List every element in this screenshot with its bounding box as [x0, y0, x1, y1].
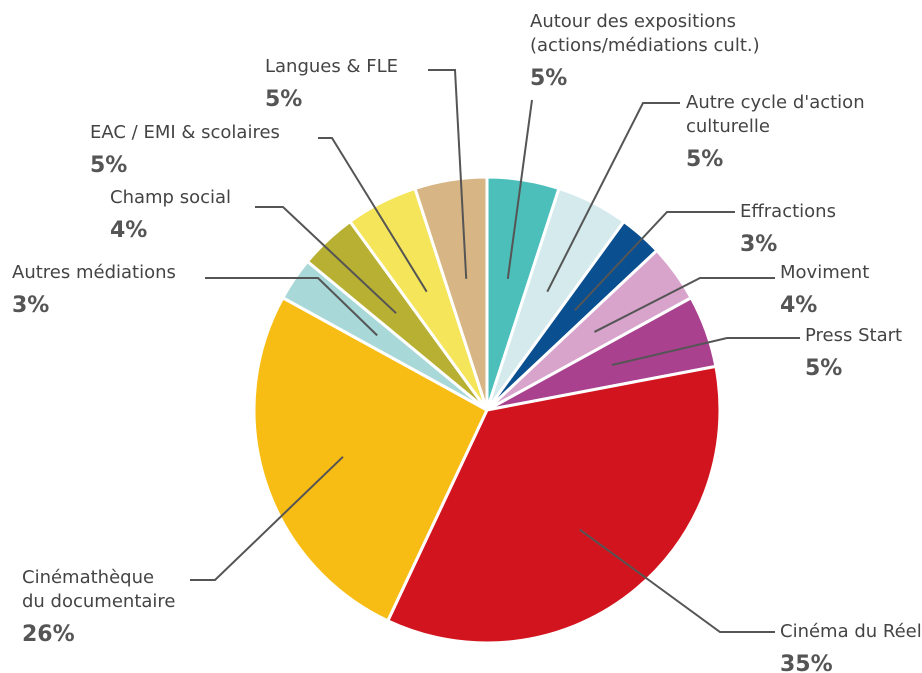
- slice-label: du documentaire: [22, 591, 175, 612]
- slice-label: Cinéma du Réel: [780, 621, 922, 642]
- leader-line: [428, 69, 468, 279]
- slice-label: Autre cycle d'action: [686, 92, 865, 113]
- leader-line: [190, 456, 344, 581]
- value-label: 5%: [530, 66, 567, 91]
- leader-line: [318, 137, 428, 293]
- leader-line: [574, 211, 735, 312]
- slice-label: Autres médiations: [12, 262, 176, 283]
- slice-label: Press Start: [805, 325, 902, 346]
- value-label: 3%: [740, 232, 777, 257]
- leader-line: [611, 337, 800, 366]
- slice-label: culturelle: [686, 116, 770, 137]
- value-label: 3%: [12, 293, 49, 318]
- leader-line: [506, 99, 533, 279]
- slice-label: Effractions: [740, 201, 836, 222]
- slice-label: Autour des expositions: [530, 11, 736, 32]
- pie-slice: [385, 364, 722, 645]
- leader-line: [205, 277, 378, 337]
- value-label: 5%: [805, 356, 842, 381]
- slice-label: EAC / EMI & scolaires: [90, 122, 280, 143]
- value-label: 5%: [265, 87, 302, 112]
- slice-label: Champ social: [110, 187, 231, 208]
- slice-label: Langues & FLE: [265, 56, 398, 77]
- value-label: 4%: [780, 293, 817, 318]
- slice-label: Cinémathèque: [22, 567, 154, 588]
- leader-line: [593, 277, 775, 333]
- pie-slice: [413, 175, 489, 411]
- leader-line: [579, 528, 775, 633]
- value-label: 5%: [686, 147, 723, 172]
- slice-label: Moviment: [780, 262, 869, 283]
- value-label: 4%: [110, 218, 147, 243]
- slice-label: (actions/médiations cult.): [530, 35, 760, 56]
- leader-line: [546, 102, 680, 293]
- value-label: 35%: [780, 652, 833, 673]
- value-label: 26%: [22, 622, 75, 647]
- leader-line: [255, 206, 397, 314]
- value-label: 5%: [90, 153, 127, 178]
